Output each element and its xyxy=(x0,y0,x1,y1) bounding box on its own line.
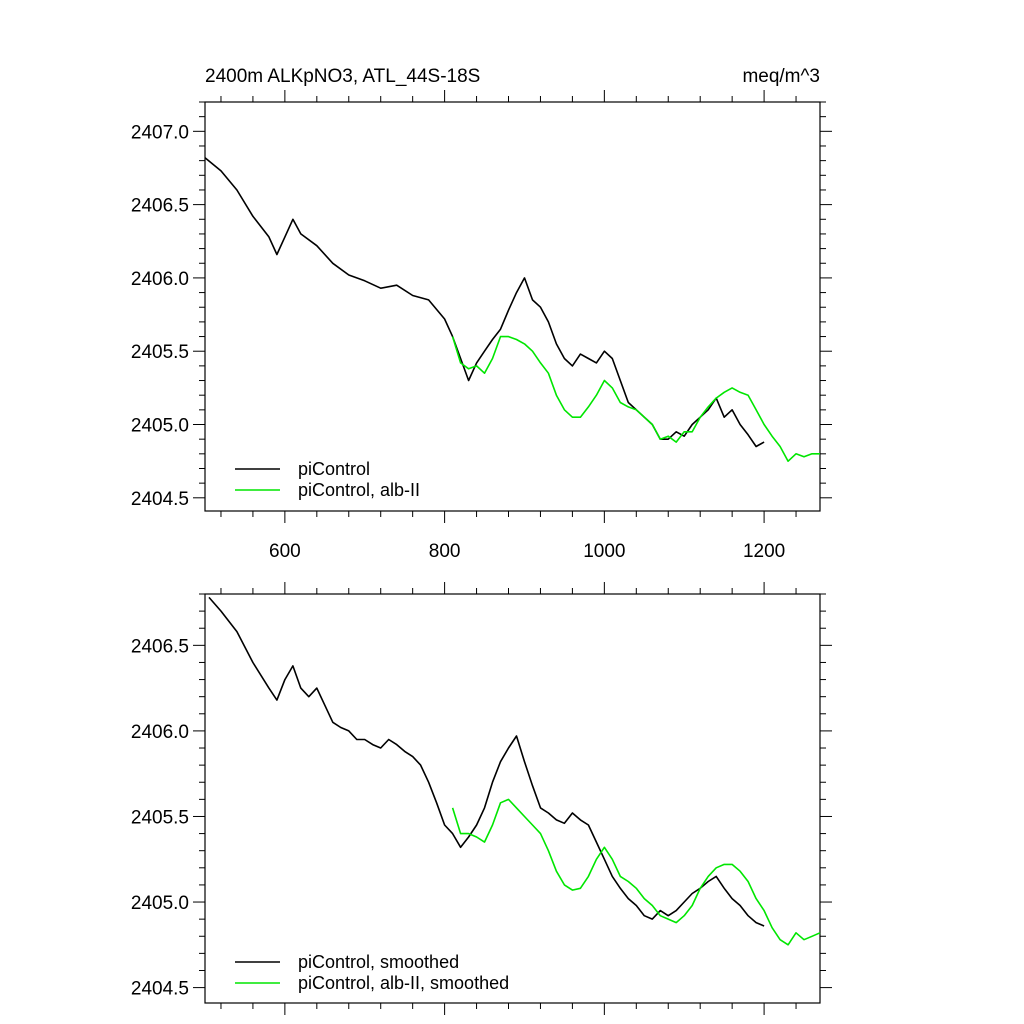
top-legend-label-picontrol: piControl xyxy=(298,459,370,479)
bottom-legend-label-picontrol: piControl, smoothed xyxy=(298,952,459,972)
top-legend-label-alb-ii: piControl, alb-II xyxy=(298,480,420,500)
top-ytick-label: 2406.5 xyxy=(131,196,189,217)
bottom-ytick-label: 2406.0 xyxy=(131,722,189,743)
bottom-ytick-label: 2404.5 xyxy=(131,979,189,1000)
bottom-series-line-alb-ii xyxy=(451,798,821,946)
top-ytick-label: 2407.0 xyxy=(131,122,189,143)
top-panel: 2400m ALKpNO3, ATL_44S-18S meq/m^3 600 80… xyxy=(131,66,832,562)
top-panel-title: 2400m ALKpNO3, ATL_44S-18S xyxy=(205,66,480,87)
top-ytick-label: 2406.0 xyxy=(131,269,189,290)
top-ytick-label: 2405.5 xyxy=(131,342,189,363)
top-ytick-label: 2404.5 xyxy=(131,489,189,510)
top-xtick-label: 1000 xyxy=(583,541,625,562)
top-series-line-picontrol xyxy=(204,157,765,448)
top-panel-units: meq/m^3 xyxy=(742,66,820,87)
bottom-plot-frame xyxy=(204,593,821,1004)
bottom-series-line-picontrol xyxy=(208,596,765,927)
bottom-ytick-label: 2405.5 xyxy=(131,807,189,828)
bottom-legend-label-alb-ii: piControl, alb-II, smoothed xyxy=(298,973,509,993)
bottom-ytick-label: 2406.5 xyxy=(131,636,189,657)
top-xtick-label: 600 xyxy=(269,541,301,562)
top-ytick-label: 2405.0 xyxy=(131,416,189,437)
top-legend: piControl piControl, alb-II xyxy=(235,459,420,500)
bottom-panel: 2404.5 2405.0 2405.5 2406.0 2406.5 piControl… xyxy=(131,582,832,1015)
top-series-line-alb-ii xyxy=(451,335,820,462)
top-xtick-label: 1200 xyxy=(743,541,785,562)
top-xtick-label: 800 xyxy=(429,541,461,562)
top-plot-frame xyxy=(204,101,821,512)
bottom-legend: piControl, smoothed piControl, alb-II, s… xyxy=(235,952,509,993)
bottom-ytick-label: 2405.0 xyxy=(131,893,189,914)
